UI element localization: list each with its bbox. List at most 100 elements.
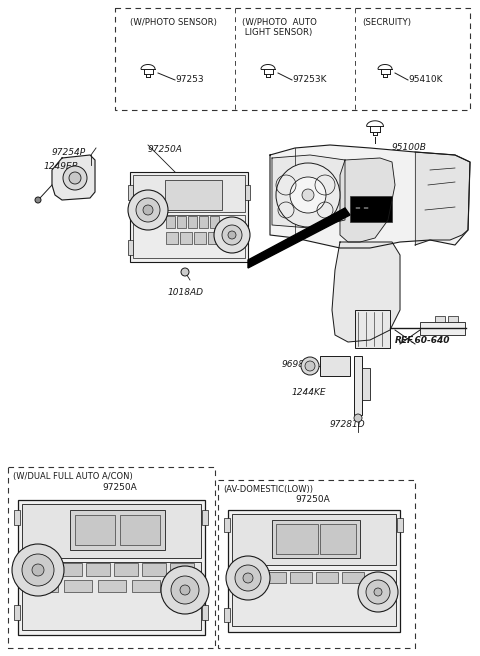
Bar [420,322,465,335]
Text: (SECRUITY): (SECRUITY) [362,18,411,27]
Bar [180,232,192,244]
Circle shape [243,573,253,583]
Bar [245,185,250,200]
Text: 1244KE: 1244KE [292,388,326,397]
Bar [75,515,115,545]
Circle shape [128,190,168,230]
Circle shape [305,361,315,371]
Circle shape [366,580,390,604]
Bar [22,562,201,630]
Bar [224,518,230,532]
Circle shape [301,357,319,375]
Text: 96985: 96985 [282,360,311,369]
Bar [114,563,138,576]
Bar [8,467,215,648]
Bar [448,316,458,322]
Bar [224,608,230,622]
Bar [142,563,166,576]
Circle shape [32,564,44,576]
Bar [30,563,54,576]
Polygon shape [332,242,400,342]
Polygon shape [340,158,395,242]
Polygon shape [270,145,470,248]
Bar [133,175,245,212]
Polygon shape [272,155,345,228]
Bar [238,572,260,583]
Bar [14,510,20,525]
Circle shape [180,585,190,595]
Text: 97253K: 97253K [292,75,326,84]
Circle shape [22,554,54,586]
Circle shape [276,163,340,227]
Text: (W/PHOTO SENSOR): (W/PHOTO SENSOR) [130,18,217,27]
Circle shape [290,177,326,213]
Bar [320,524,356,554]
Bar [128,185,133,200]
Circle shape [12,544,64,596]
Bar [355,310,390,348]
Circle shape [214,217,250,253]
Bar [133,215,245,258]
Text: 95100B: 95100B [392,143,427,152]
Bar [210,216,219,228]
Bar [30,580,58,592]
Bar [354,356,362,415]
Bar [22,504,201,558]
Bar [98,580,126,592]
Text: 97253: 97253 [175,75,204,84]
Text: 97254P: 97254P [52,148,86,157]
Bar [272,520,360,558]
Bar [218,480,415,648]
Bar [202,510,208,525]
Text: 1018AD: 1018AD [168,288,204,297]
Bar [58,563,82,576]
Bar [128,240,133,255]
Bar [166,580,194,592]
Circle shape [161,566,209,614]
Circle shape [63,166,87,190]
Bar [177,216,186,228]
Bar [70,510,165,550]
Bar [132,580,160,592]
Bar [188,216,197,228]
Bar [120,515,160,545]
Text: (W/DUAL FULL AUTO A/CON): (W/DUAL FULL AUTO A/CON) [13,472,133,481]
Text: REF.60-640: REF.60-640 [395,336,451,345]
Bar [264,572,286,583]
Text: (AV-DOMESTIC(LOW)): (AV-DOMESTIC(LOW)) [223,485,313,494]
Circle shape [35,197,41,203]
Bar [166,232,178,244]
Bar [208,232,220,244]
Text: 1249EB: 1249EB [44,162,79,171]
Circle shape [374,588,382,596]
Text: 97250A: 97250A [102,483,137,492]
Bar [64,580,92,592]
Circle shape [222,225,242,245]
Bar [199,216,208,228]
Bar [18,500,205,635]
Circle shape [302,189,314,201]
Circle shape [235,565,261,591]
Bar [435,316,445,322]
Text: 97250A: 97250A [295,495,330,504]
Circle shape [228,231,236,239]
Circle shape [69,172,81,184]
Bar [232,570,396,626]
Circle shape [358,572,398,612]
Bar [228,510,400,632]
Text: 95410K: 95410K [408,75,443,84]
Text: (W/PHOTO  AUTO
 LIGHT SENSOR): (W/PHOTO AUTO LIGHT SENSOR) [242,18,317,37]
Bar [316,572,338,583]
Circle shape [226,556,270,600]
Bar [232,514,396,565]
Bar [170,563,194,576]
Bar [320,356,350,376]
Bar [397,518,403,532]
Text: = =: = = [355,205,369,211]
Circle shape [181,268,189,276]
Bar [202,605,208,620]
Bar [86,563,110,576]
Polygon shape [415,152,470,245]
Bar [362,368,370,400]
Circle shape [171,576,199,604]
